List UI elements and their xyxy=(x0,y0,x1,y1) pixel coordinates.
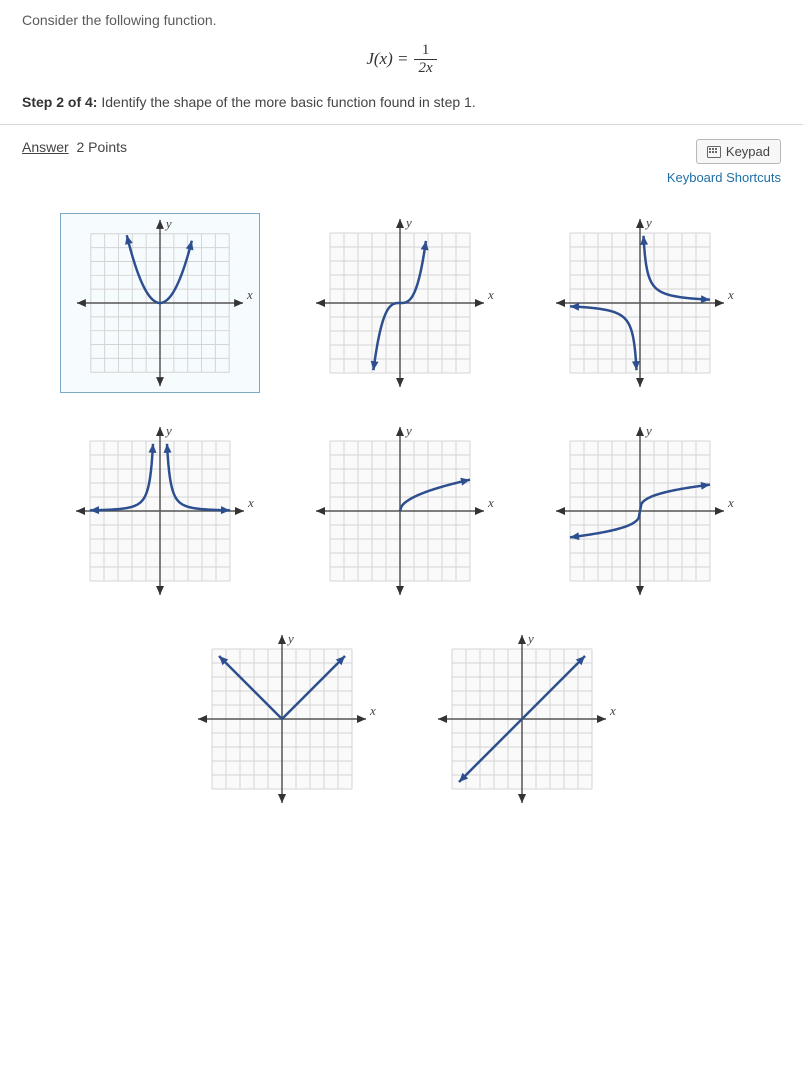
graph-option-reciprocal-squared[interactable]: xy xyxy=(60,421,260,601)
keypad-label: Keypad xyxy=(726,144,770,159)
graph-option-reciprocal[interactable]: xy xyxy=(540,213,740,393)
keyboard-shortcuts-link[interactable]: Keyboard Shortcuts xyxy=(667,170,781,185)
section-divider xyxy=(0,124,803,125)
graph-option-cube-root-svg: xy xyxy=(540,421,740,601)
fraction-denominator: 2x xyxy=(414,60,436,77)
svg-text:x: x xyxy=(487,287,494,302)
graph-option-linear-svg: xy xyxy=(422,629,622,809)
keypad-button[interactable]: Keypad xyxy=(696,139,781,164)
graph-option-square-root-svg: xy xyxy=(300,421,500,601)
graph-options-container: xy xy xy xy xy xy xy xy xyxy=(22,213,781,809)
graph-option-cubic-svg: xy xyxy=(300,213,500,393)
svg-text:x: x xyxy=(487,495,494,510)
svg-text:x: x xyxy=(727,495,734,510)
graph-option-parabola[interactable]: xy xyxy=(60,213,260,393)
graph-option-cube-root[interactable]: xy xyxy=(540,421,740,601)
svg-text:y: y xyxy=(404,215,412,230)
step-prefix: Step 2 of 4: xyxy=(22,94,97,110)
svg-text:x: x xyxy=(727,287,734,302)
equation-display: J(x) = 1 2x xyxy=(22,42,781,76)
prompt-text: Consider the following function. xyxy=(22,12,781,28)
step-body: Identify the shape of the more basic fun… xyxy=(97,94,475,110)
graph-option-reciprocal-squared-svg: xy xyxy=(60,421,260,601)
step-instruction: Step 2 of 4: Identify the shape of the m… xyxy=(22,94,781,110)
svg-text:y: y xyxy=(644,215,652,230)
svg-text:y: y xyxy=(286,631,294,646)
answer-label: Answer 2 Points xyxy=(22,139,127,155)
svg-text:x: x xyxy=(246,288,253,302)
equation-fraction: 1 2x xyxy=(414,42,436,76)
answer-points: 2 Points xyxy=(76,139,127,155)
svg-text:y: y xyxy=(526,631,534,646)
fraction-numerator: 1 xyxy=(418,42,434,59)
svg-text:x: x xyxy=(247,495,254,510)
graph-option-parabola-svg: xy xyxy=(61,214,259,392)
graph-option-absolute-svg: xy xyxy=(182,629,382,809)
graph-option-square-root[interactable]: xy xyxy=(300,421,500,601)
answer-underline: Answer xyxy=(22,139,69,155)
svg-text:x: x xyxy=(609,703,616,718)
svg-text:y: y xyxy=(404,423,412,438)
svg-text:y: y xyxy=(164,217,172,231)
graph-option-reciprocal-svg: xy xyxy=(540,213,740,393)
svg-text:x: x xyxy=(369,703,376,718)
graph-option-linear[interactable]: xy xyxy=(422,629,622,809)
keypad-icon xyxy=(707,146,721,158)
svg-text:y: y xyxy=(644,423,652,438)
svg-text:y: y xyxy=(164,423,172,438)
graph-option-absolute[interactable]: xy xyxy=(182,629,382,809)
equation-lhs: J(x) = xyxy=(366,49,408,69)
graph-option-cubic[interactable]: xy xyxy=(300,213,500,393)
